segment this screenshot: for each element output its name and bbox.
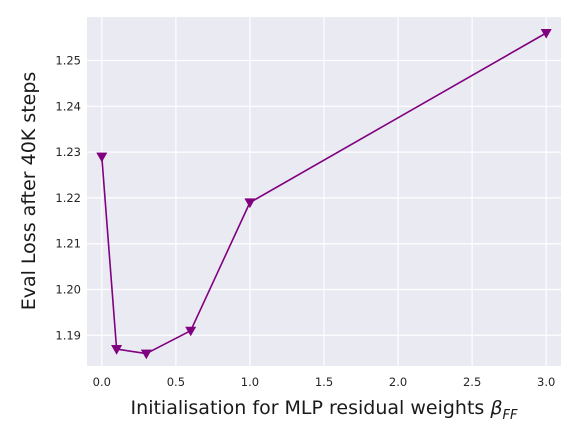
data-point-marker	[540, 28, 552, 39]
data-point-marker	[185, 326, 197, 337]
x-tick-labels: 0.0 0.5 1.0 1.5 2.0 2.5 3.0	[93, 375, 556, 389]
x-axis-label-subscript: FF	[502, 408, 517, 423]
y-tick-label: 1.25	[55, 54, 81, 68]
data-point-marker	[96, 152, 108, 163]
y-axis-label: Eval Loss after 40K steps	[18, 72, 40, 311]
y-gridlines	[87, 59, 561, 336]
x-gridlines	[101, 17, 547, 366]
x-tick-label: 2.0	[389, 375, 407, 389]
x-tick-label: 1.0	[241, 375, 259, 389]
x-axis-label: Initialisation for MLP residual weights …	[131, 397, 518, 423]
x-tick-label: 2.5	[463, 375, 481, 389]
data-point-marker	[111, 344, 123, 355]
series-markers	[96, 28, 552, 360]
x-tick-label: 0.5	[167, 375, 185, 389]
y-tick-label: 1.24	[55, 99, 81, 113]
x-tick-label: 0.0	[93, 375, 111, 389]
x-tick-label: 1.5	[315, 375, 333, 389]
y-tick-label: 1.22	[55, 191, 81, 205]
y-tick-label: 1.20	[55, 283, 81, 297]
x-tick-label: 3.0	[537, 375, 555, 389]
y-tick-label: 1.19	[55, 328, 81, 342]
y-tick-label: 1.21	[55, 237, 81, 251]
y-tick-label: 1.23	[55, 145, 81, 159]
x-axis-label-symbol: β	[489, 397, 502, 419]
data-point-marker	[244, 198, 256, 209]
series-line	[101, 32, 547, 355]
y-tick-labels: 1.19 1.20 1.21 1.22 1.23 1.24 1.25	[55, 54, 81, 343]
data-point-marker	[140, 349, 152, 360]
